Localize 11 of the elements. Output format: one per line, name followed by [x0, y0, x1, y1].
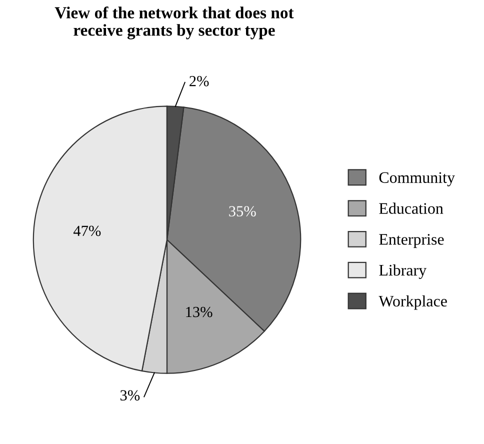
data-label: 35%	[229, 206, 256, 216]
data-label: 3%	[120, 390, 140, 401]
data-label: 47%	[73, 226, 101, 236]
legend-label: Library	[379, 264, 427, 279]
data-label: 2%	[190, 76, 209, 86]
chart-title: View of the network that does not receive grants by sector type	[54, 6, 294, 40]
legend-label: Community	[379, 172, 455, 186]
legend-label: Enterprise	[379, 234, 444, 248]
legend-label: Education	[379, 202, 444, 214]
data-label: 13%	[186, 306, 212, 318]
legend-label: Workplace	[378, 295, 447, 310]
